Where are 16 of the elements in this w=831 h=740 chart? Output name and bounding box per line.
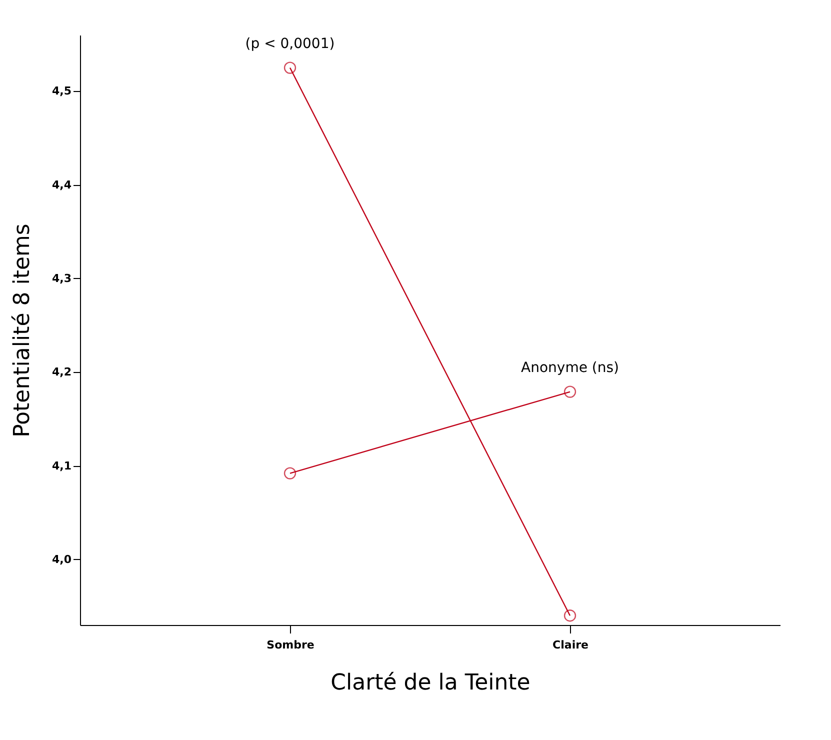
point: [564, 610, 576, 622]
series-label: Anonyme (ns): [521, 360, 619, 376]
point: [284, 62, 296, 74]
y-tick-label: 4,1: [52, 459, 72, 472]
y-tick-label: 4,2: [52, 366, 72, 379]
point: [284, 467, 296, 480]
x-axis-title: Clarté de la Teinte: [330, 670, 530, 696]
series-label: (p < 0,0001): [245, 36, 335, 52]
x-tick-label: Claire: [552, 638, 588, 652]
x-tick-label: Sombre: [266, 638, 314, 652]
y-tick-label: 4,5: [52, 84, 72, 98]
y-tick-label: 4,3: [52, 272, 72, 285]
y-tick-label: 4,0: [52, 552, 72, 566]
point: [564, 386, 576, 398]
y-axis-title: Potentialité 8 items: [10, 224, 36, 438]
y-tick-label: 4,4: [52, 178, 72, 192]
